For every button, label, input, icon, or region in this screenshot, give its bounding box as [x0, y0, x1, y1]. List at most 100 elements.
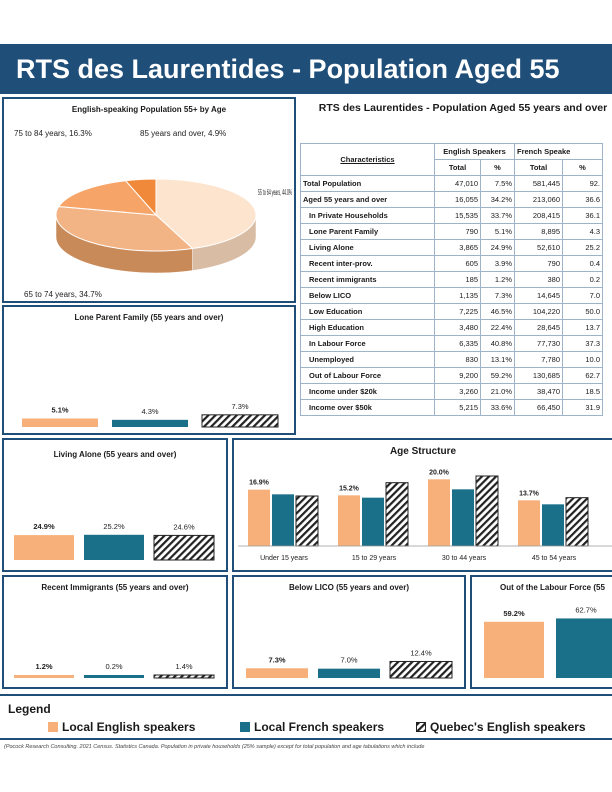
table-row: Unemployed 830 13.1% 7,780 10.0 — [300, 351, 603, 368]
bar — [84, 675, 144, 678]
table-cell-en: 3,480 — [434, 319, 481, 336]
bar-data-label: 1.2% — [35, 662, 52, 671]
pie-slice-label: 75 to 84 years, 16.3% — [14, 129, 92, 138]
bar-data-label: 62.7% — [575, 605, 597, 614]
bar-data-label: 0.2% — [105, 662, 122, 671]
table-cell-en: 6,335 — [434, 335, 481, 352]
pie-slice — [155, 178, 257, 250]
table-row: Recent inter-prov. 605 3.9% 790 0.4 — [300, 255, 603, 272]
bar — [428, 479, 450, 546]
bar-data-label: 4.3% — [141, 407, 158, 416]
bar — [246, 668, 308, 678]
pie-slice-label: 65 to 74 years, 34.7% — [24, 290, 102, 299]
col-english-header: English Speakers — [434, 143, 515, 160]
out-of-labour-force-chart-title: Out of the Labour Force (55 — [500, 583, 605, 592]
bar — [484, 621, 544, 678]
table-row: Low Education 7,225 46.5% 104,220 50.0 — [300, 303, 603, 320]
bar-data-label: 15.2% — [339, 485, 360, 492]
pie-chart: 65 to 74 years, 34.7% 75 to 84 years, 16.… — [14, 129, 292, 299]
pie-chart-title: English-speaking Population 55+ by Age — [71, 105, 227, 114]
source-footnote: (Pocock Research Consulting. 2021 Census… — [4, 744, 425, 750]
x-tick-label: 30 to 44 years — [442, 555, 487, 562]
table-cell-en: 185 — [434, 271, 481, 288]
table-cell-label: In Private Households — [300, 207, 435, 224]
table-cell-fr-pct: 62.7 — [562, 367, 603, 384]
page-banner-title: RTS des Laurentides - Population Aged 55 — [0, 44, 612, 94]
table-cell-fr: 380 — [514, 271, 563, 288]
table-cell-fr-pct: 25.2 — [562, 239, 603, 256]
table-cell-fr-pct: 7.0 — [562, 287, 603, 304]
table-cell-fr-pct: 10.0 — [562, 351, 603, 368]
bar — [248, 489, 270, 546]
table-cell-fr-pct: 4.3 — [562, 223, 603, 240]
table-cell-en: 9,200 — [434, 367, 481, 384]
legend-item-local-french: Local French speakers — [240, 720, 384, 734]
lone-parent-chart-panel: Lone Parent Family (55 years and over) 5… — [2, 305, 296, 435]
bar — [14, 535, 74, 560]
table-row: Out of Labour Force 9,200 59.2% 130,685 62.7 — [300, 367, 603, 384]
pie-slice — [124, 178, 157, 217]
living-alone-chart-title: Living Alone (55 years and over) — [53, 450, 177, 459]
table-cell-fr: 8,895 — [514, 223, 563, 240]
table-cell-en: 5,215 — [434, 399, 481, 416]
table-cell-fr: 28,645 — [514, 319, 563, 336]
table-cell-en: 830 — [434, 351, 481, 368]
sub-header-pct: % — [562, 159, 603, 176]
characteristics-table: Characteristics English Speakers French … — [300, 143, 603, 416]
table-cell-label: Income under $20k — [300, 383, 435, 400]
table-cell-en-pct: 5.1% — [480, 223, 515, 240]
bar — [389, 660, 453, 679]
out-of-labour-force-chart: 59.2% 62.7% — [484, 605, 612, 678]
sub-header-total: Total — [434, 159, 481, 176]
bar — [338, 495, 360, 546]
living-alone-chart: 24.9% 25.2% 24.6% — [14, 522, 215, 561]
pie-slice — [55, 206, 194, 252]
table-cell-label: Total Population — [300, 175, 435, 192]
bar-data-label: 20.0% — [429, 469, 450, 476]
bar — [14, 675, 74, 678]
bar-data-label: 59.2% — [503, 609, 525, 618]
table-cell-en-pct: 7.3% — [480, 287, 515, 304]
sub-header-pct: % — [480, 159, 515, 176]
table-cell-en: 7,225 — [434, 303, 481, 320]
table-cell-fr: 104,220 — [514, 303, 563, 320]
legend-item-quebec-english: Quebec's English speakers — [416, 720, 586, 734]
bar — [295, 495, 319, 547]
table-cell-fr: 14,645 — [514, 287, 563, 304]
legend-title: Legend — [8, 702, 51, 716]
table-cell-en: 3,865 — [434, 239, 481, 256]
table-cell-fr: 7,780 — [514, 351, 563, 368]
bar — [318, 668, 380, 678]
table-cell-fr-pct: 37.3 — [562, 335, 603, 352]
bar-data-label: 25.2% — [103, 522, 125, 531]
table-cell-fr-pct: 13.7 — [562, 319, 603, 336]
legend-label: Quebec's English speakers — [430, 720, 586, 734]
table-cell-en-pct: 46.5% — [480, 303, 515, 320]
table-cell-en-pct: 40.8% — [480, 335, 515, 352]
table-cell-en-pct: 13.1% — [480, 351, 515, 368]
table-cell-en-pct: 34.2% — [480, 191, 515, 208]
table-cell-en-pct: 22.4% — [480, 319, 515, 336]
table-cell-fr: 213,060 — [514, 191, 563, 208]
table-cell-label: Unemployed — [300, 351, 435, 368]
legend-swatch-english — [48, 722, 58, 732]
bar-data-label: 24.6% — [173, 522, 195, 531]
table-row: Aged 55 years and over 16,055 34.2% 213,060… — [300, 191, 603, 208]
recent-immigrants-chart: 1.2% 0.2% 1.4% — [14, 662, 215, 679]
table-cell-fr-pct: 31.9 — [562, 399, 603, 416]
bar — [272, 494, 294, 546]
table-cell-label: Low Education — [300, 303, 435, 320]
bar — [22, 418, 98, 427]
legend-swatch-french — [240, 722, 250, 732]
table-cell-en-pct: 1.2% — [480, 271, 515, 288]
bar-data-label: 7.0% — [340, 656, 357, 665]
bar — [542, 504, 564, 546]
below-lico-chart-title: Below LICO (55 years and over) — [288, 583, 410, 592]
table-cell-label: Income over $50k — [300, 399, 435, 416]
table-cell-label: Living Alone — [300, 239, 435, 256]
x-tick-label: 45 to 54 years — [532, 555, 577, 562]
table-cell-fr-pct: 18.5 — [562, 383, 603, 400]
pie-chart-panel: English-speaking Population 55+ by Age 6… — [2, 97, 296, 303]
table-cell-fr: 581,445 — [514, 175, 563, 192]
table-row: Total Population 47,010 7.5% 581,445 92. — [300, 175, 603, 192]
